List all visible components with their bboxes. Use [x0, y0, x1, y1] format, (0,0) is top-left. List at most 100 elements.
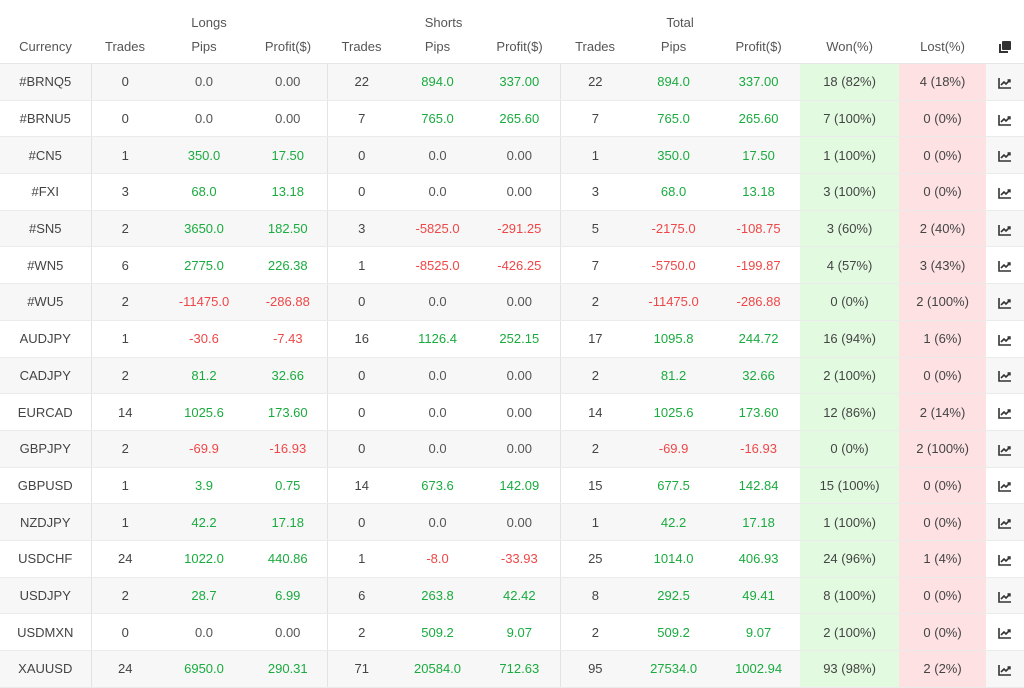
chart-line-icon[interactable]	[998, 77, 1012, 89]
table-row: USDCHF 24 1022.0 440.86 1 -8.0 -33.93 25 1014.0 4…	[0, 540, 1024, 578]
row-chart-button[interactable]	[986, 613, 1024, 651]
chart-line-icon[interactable]	[998, 480, 1012, 493]
cell-long-pips: 1022.0	[159, 540, 249, 578]
cell-long-pips: 0.0	[159, 100, 249, 138]
row-chart-button[interactable]	[986, 100, 1024, 138]
row-chart-button[interactable]	[986, 173, 1024, 211]
cell-short-profit: 265.60	[479, 100, 561, 138]
col-long-profit[interactable]: Profit($)	[249, 30, 328, 64]
chart-line-icon[interactable]	[998, 444, 1012, 456]
row-chart-button[interactable]	[986, 393, 1024, 431]
cell-total-trades: 22	[560, 63, 631, 101]
cell-total-trades: 25	[560, 540, 631, 578]
col-short-pips[interactable]: Pips	[396, 30, 480, 64]
chart-line-icon[interactable]	[998, 150, 1012, 163]
cell-won: 4 (57%)	[800, 246, 900, 285]
cell-total-profit: -16.93	[717, 430, 801, 468]
col-currency[interactable]: Currency	[0, 30, 91, 64]
copy-button[interactable]	[986, 30, 1024, 64]
cell-won: 18 (82%)	[800, 63, 900, 101]
row-chart-button[interactable]	[986, 467, 1024, 505]
cell-short-profit: 0.00	[479, 173, 561, 211]
chart-line-icon[interactable]	[998, 334, 1012, 346]
cell-short-profit: 0.00	[479, 283, 561, 321]
chart-line-icon[interactable]	[998, 664, 1012, 676]
col-total-pips[interactable]: Pips	[630, 30, 718, 64]
cell-total-pips: 350.0	[630, 136, 718, 175]
cell-currency: XAUUSD	[0, 650, 92, 688]
chart-line-icon[interactable]	[998, 407, 1012, 419]
cell-lost: 0 (0%)	[899, 613, 987, 651]
cell-short-profit: -33.93	[479, 540, 561, 578]
col-won[interactable]: Won(%)	[800, 30, 900, 64]
row-chart-button[interactable]	[986, 430, 1024, 468]
cell-total-pips: 509.2	[630, 613, 718, 651]
col-long-trades[interactable]: Trades	[91, 30, 159, 64]
col-short-profit[interactable]: Profit($)	[479, 30, 561, 64]
cell-long-trades: 2	[91, 430, 159, 468]
cell-short-profit: 337.00	[479, 63, 561, 101]
chart-line-icon[interactable]	[998, 114, 1012, 126]
cell-short-trades: 71	[327, 650, 397, 688]
cell-short-profit: 0.00	[479, 430, 561, 468]
cell-short-trades: 0	[327, 173, 397, 211]
cell-total-pips: -5750.0	[630, 246, 718, 285]
cell-short-profit: 42.42	[479, 577, 561, 615]
row-chart-button[interactable]	[986, 283, 1024, 321]
chart-line-icon[interactable]	[998, 260, 1012, 273]
cell-total-trades: 14	[560, 393, 631, 431]
row-chart-button[interactable]	[986, 357, 1024, 395]
chart-line-icon[interactable]	[998, 591, 1012, 603]
row-chart-button[interactable]	[986, 503, 1024, 541]
cell-won: 93 (98%)	[800, 650, 900, 688]
cell-long-profit: 226.38	[249, 246, 328, 285]
cell-total-pips: -2175.0	[630, 210, 718, 248]
cell-currency: AUDJPY	[0, 320, 92, 358]
row-chart-button[interactable]	[986, 136, 1024, 175]
chart-line-icon[interactable]	[998, 187, 1012, 199]
col-long-pips[interactable]: Pips	[159, 30, 249, 64]
row-chart-button[interactable]	[986, 320, 1024, 358]
cell-long-profit: 17.50	[249, 136, 328, 175]
chart-line-icon[interactable]	[998, 297, 1012, 309]
col-lost[interactable]: Lost(%)	[899, 30, 987, 64]
cell-lost: 2 (100%)	[899, 430, 987, 468]
cell-currency: #WU5	[0, 283, 92, 321]
table-row: #CN5 1 350.0 17.50 0 0.0 0.00 1 350.0 17.50 1 (100…	[0, 136, 1024, 175]
cell-long-trades: 0	[91, 613, 159, 651]
chart-line-icon[interactable]	[998, 627, 1012, 640]
col-short-trades[interactable]: Trades	[327, 30, 397, 64]
chart-line-icon[interactable]	[998, 554, 1012, 566]
cell-short-trades: 3	[327, 210, 397, 248]
cell-total-profit: 265.60	[717, 100, 801, 138]
row-chart-button[interactable]	[986, 246, 1024, 285]
copy-icon[interactable]	[998, 40, 1012, 54]
cell-short-pips: 0.0	[396, 503, 480, 541]
row-chart-button[interactable]	[986, 577, 1024, 615]
cell-long-trades: 24	[91, 650, 159, 688]
cell-total-trades: 2	[560, 357, 631, 395]
cell-total-trades: 17	[560, 320, 631, 358]
table-row: #WU5 2 -11475.0 -286.88 0 0.0 0.00 2 -11475.0 -28…	[0, 283, 1024, 321]
table-row: USDJPY 2 28.7 6.99 6 263.8 42.42 8 292.5 49.41 8 (…	[0, 577, 1024, 615]
cell-long-profit: 0.00	[249, 100, 328, 138]
cell-lost: 0 (0%)	[899, 503, 987, 541]
cell-total-pips: 765.0	[630, 100, 718, 138]
table-row: GBPJPY 2 -69.9 -16.93 0 0.0 0.00 2 -69.9 -16.93 0 …	[0, 430, 1024, 468]
row-chart-button[interactable]	[986, 540, 1024, 578]
row-chart-button[interactable]	[986, 650, 1024, 688]
cell-lost: 0 (0%)	[899, 136, 987, 175]
row-chart-button[interactable]	[986, 210, 1024, 248]
chart-line-icon[interactable]	[998, 224, 1012, 236]
cell-short-profit: 142.09	[479, 467, 561, 505]
table-row: #FXI 3 68.0 13.18 0 0.0 0.00 3 68.0 13.18 3 (100%)…	[0, 173, 1024, 211]
cell-long-pips: 0.0	[159, 613, 249, 651]
chart-line-icon[interactable]	[998, 517, 1012, 529]
cell-total-pips: 27534.0	[630, 650, 718, 688]
cell-total-trades: 8	[560, 577, 631, 615]
col-total-profit[interactable]: Profit($)	[717, 30, 801, 64]
cell-won: 8 (100%)	[800, 577, 900, 615]
row-chart-button[interactable]	[986, 63, 1024, 101]
chart-line-icon[interactable]	[998, 370, 1012, 383]
col-total-trades[interactable]: Trades	[560, 30, 631, 64]
